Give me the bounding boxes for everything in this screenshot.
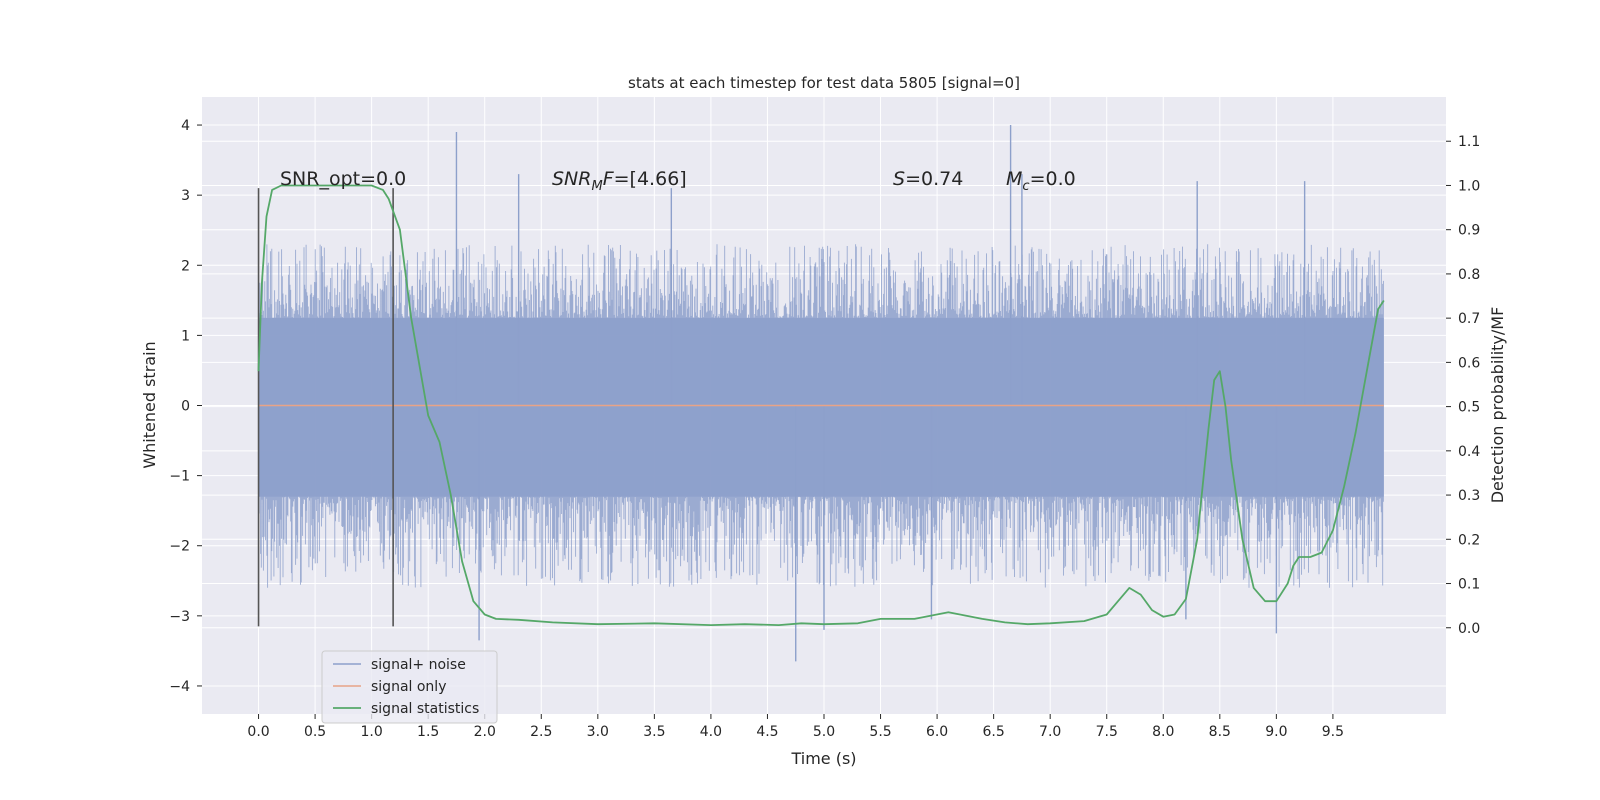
y2-tick-label: 0.6 — [1458, 355, 1480, 371]
x-tick-label: 4.0 — [700, 724, 722, 740]
y-tick-label: 2 — [181, 258, 190, 274]
y-tick-label: −2 — [169, 539, 190, 555]
annotation-mc-symbol: M — [1006, 168, 1022, 190]
x-tick-label: 8.0 — [1152, 724, 1174, 740]
annotation-snr-mf-f: F — [603, 168, 615, 190]
x-tick-label: 9.5 — [1322, 724, 1344, 740]
annotation-snr-mf-symbol: SNR — [552, 168, 591, 190]
x-tick-label: 8.5 — [1209, 724, 1231, 740]
signal-statistics-series — [257, 184, 1385, 626]
x-tick-label: 1.5 — [417, 724, 439, 740]
noise-series — [258, 125, 1384, 662]
x-tick-label: 1.0 — [361, 724, 383, 740]
y-tick-label: 1 — [181, 328, 190, 344]
y-tick-label: −1 — [169, 469, 190, 485]
legend: signal+ noise signal only signal statist… — [321, 650, 498, 724]
y2-tick-label: 0.4 — [1458, 444, 1480, 460]
annotation-snr-mf: SNRMF=[4.66] — [552, 168, 687, 194]
x-tick-label: 3.5 — [643, 724, 665, 740]
y2-tick-label: 0.9 — [1458, 223, 1480, 239]
y2-tick-label: 0.2 — [1458, 532, 1480, 548]
y-tick-label: −3 — [169, 609, 190, 625]
signal-statistics-line — [257, 184, 1385, 626]
x-tick-label: 6.0 — [926, 724, 948, 740]
x-tick-label: 6.5 — [983, 724, 1005, 740]
x-axis-ticks: 0.0 0.5 1.0 1.5 2.0 2.5 3.0 3.5 4.0 4.5 5.0 5.5 6.0 6… — [247, 714, 1344, 740]
legend-box — [321, 650, 498, 724]
annotation-snr-opt: SNR_opt=0.0 — [280, 168, 406, 190]
annotation-s-value: =0.74 — [905, 168, 963, 190]
annotation-snr-mf-value: =[4.66] — [614, 168, 687, 190]
x-tick-label: 7.0 — [1039, 724, 1061, 740]
x-tick-label: 9.0 — [1265, 724, 1287, 740]
annotation-mc-subscript: c — [1022, 179, 1029, 194]
y-tick-label: 3 — [181, 188, 190, 204]
y2-tick-label: 1.0 — [1458, 178, 1480, 194]
annotation-mc-value: =0.0 — [1030, 168, 1076, 190]
annotation-s: S=0.74 — [893, 168, 963, 190]
legend-label-signal-only: signal only — [371, 679, 446, 695]
y2-tick-label: 0.0 — [1458, 621, 1480, 637]
y2-tick-label: 0.3 — [1458, 488, 1480, 504]
x-tick-label: 0.0 — [247, 724, 269, 740]
y2-axis-ticks: 0.0 0.1 0.2 0.3 0.4 0.5 0.6 0.7 0.8 0.9 1.0 1.1 — [1446, 134, 1480, 637]
y-axis-ticks: −4 −3 −2 −1 0 1 2 3 4 — [169, 118, 202, 695]
x-tick-label: 2.0 — [474, 724, 496, 740]
y2-tick-label: 0.5 — [1458, 400, 1480, 416]
x-tick-label: 2.5 — [530, 724, 552, 740]
legend-label-signal-statistics: signal statistics — [371, 701, 479, 717]
x-tick-label: 0.5 — [304, 724, 326, 740]
legend-label-noise: signal+ noise — [371, 657, 466, 673]
annotation-snr-mf-subscript: M — [591, 179, 602, 194]
x-tick-label: 4.5 — [756, 724, 778, 740]
x-axis-label: Time (s) — [790, 749, 856, 768]
annotation-s-symbol: S — [893, 168, 905, 190]
vertical-markers — [257, 188, 394, 627]
y2-tick-label: 0.7 — [1458, 311, 1480, 327]
y-tick-label: 4 — [181, 118, 190, 134]
annotation-mc: Mc=0.0 — [1006, 168, 1076, 194]
y2-tick-label: 1.1 — [1458, 134, 1480, 150]
x-tick-label: 3.0 — [587, 724, 609, 740]
x-tick-label: 5.0 — [813, 724, 835, 740]
chart-title: stats at each timestep for test data 580… — [628, 74, 1020, 92]
y2-axis-label: Detection probability/MF — [1488, 307, 1507, 504]
y-axis-label: Whitened strain — [140, 341, 159, 468]
y-tick-label: −4 — [169, 679, 190, 695]
x-tick-label: 7.5 — [1096, 724, 1118, 740]
y2-tick-label: 0.8 — [1458, 267, 1480, 283]
x-tick-label: 5.5 — [869, 724, 891, 740]
y2-tick-label: 0.1 — [1458, 577, 1480, 593]
y-tick-label: 0 — [181, 399, 190, 415]
